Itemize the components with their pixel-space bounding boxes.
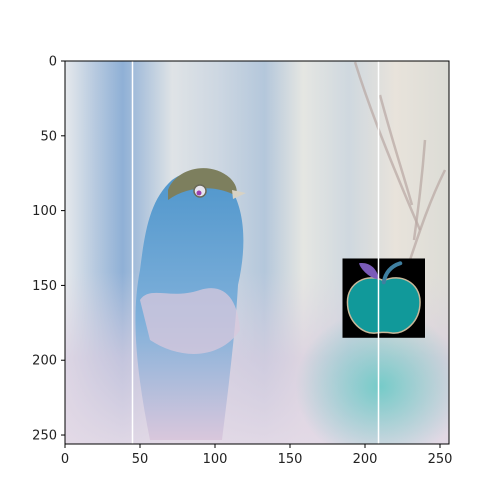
y-tick-label: 200 (32, 354, 57, 369)
x-tick-label: 0 (61, 452, 69, 467)
bird-pupil (196, 190, 202, 196)
x-tick-label: 100 (203, 452, 228, 467)
y-tick-label: 250 (32, 429, 57, 444)
grass-stem (408, 169, 447, 261)
y-tick-label: 50 (40, 129, 57, 144)
y-tick-label: 0 (49, 55, 57, 70)
bird-belly (140, 288, 240, 354)
apple-fruit (346, 277, 421, 334)
y-tick-label: 150 (32, 279, 57, 294)
y-tick-label: 100 (32, 204, 57, 219)
vertical-lines (131, 61, 380, 444)
x-tick-label: 150 (278, 452, 303, 467)
image-area (65, 61, 449, 444)
x-tick-label: 250 (428, 452, 453, 467)
bird-beak (232, 190, 246, 199)
apple-stem (381, 261, 403, 285)
y-axis: 0 50 100 150 200 250 (32, 55, 65, 444)
x-tick-label: 200 (353, 452, 378, 467)
photo-cyan-glow (295, 309, 449, 444)
grass-stem (378, 94, 414, 206)
x-axis: 0 50 100 150 200 250 (61, 444, 453, 467)
x-tick-label: 50 (132, 452, 149, 467)
plot-frame (64, 60, 450, 445)
apple-icon (342, 258, 425, 338)
photo-grass-stems (353, 61, 447, 261)
bird (135, 168, 246, 440)
grass-stem (412, 139, 427, 241)
grass-stem (353, 61, 422, 231)
apple-leaf (359, 263, 379, 280)
bird-crown (168, 168, 237, 200)
